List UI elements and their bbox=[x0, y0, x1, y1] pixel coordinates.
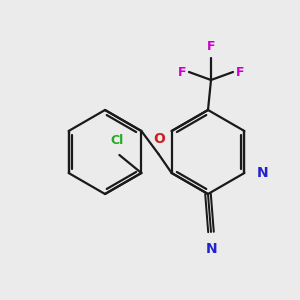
Text: N: N bbox=[256, 166, 268, 180]
Text: O: O bbox=[154, 132, 165, 146]
Text: F: F bbox=[178, 65, 186, 79]
Text: N: N bbox=[206, 242, 218, 256]
Text: F: F bbox=[236, 65, 244, 79]
Text: Cl: Cl bbox=[111, 134, 124, 147]
Text: F: F bbox=[207, 40, 215, 53]
